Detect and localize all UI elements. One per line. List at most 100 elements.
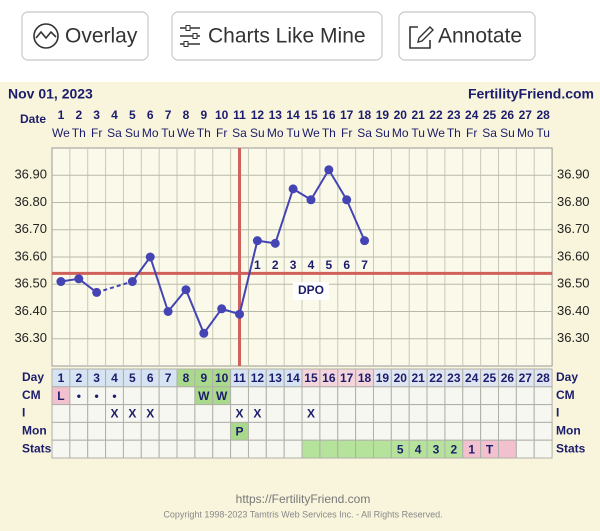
button-label[interactable]: Annotate: [438, 25, 522, 48]
table-cell: [122, 421, 142, 441]
date-number: 26: [501, 108, 515, 122]
table-cell-text: 12: [251, 371, 265, 385]
table-cell: [390, 404, 410, 423]
table-cell: [176, 421, 196, 441]
date-number: 5: [129, 108, 136, 122]
table-cell-text: 5: [397, 442, 404, 456]
slider-knob: [183, 41, 189, 47]
table-cell: [283, 421, 303, 441]
table-cell-text: 10: [215, 371, 229, 385]
table-cell: [462, 404, 482, 423]
table-cell: [122, 386, 142, 406]
table-cell: [212, 421, 232, 441]
table-cell-text: X: [111, 407, 119, 421]
table-cell-text: 1: [468, 442, 475, 456]
temperature-point: [145, 252, 155, 262]
table-cell-text: L: [57, 389, 64, 403]
weekday: We: [177, 126, 195, 140]
table-cell: [337, 386, 357, 406]
table-cell-text: •: [112, 389, 116, 403]
table-cell-text: X: [236, 407, 244, 421]
weekday: Th: [197, 126, 211, 140]
weekday: Th: [322, 126, 336, 140]
table-cell-text: X: [307, 407, 315, 421]
button-frame[interactable]: [21, 11, 149, 61]
table-cell: [319, 421, 339, 441]
table-cell: [355, 386, 374, 406]
y-tick-label: 36.60: [14, 248, 47, 263]
table-cell: [69, 421, 89, 441]
table-cell: [247, 421, 267, 441]
row-label-right: Mon: [556, 423, 581, 437]
date-number: 24: [465, 108, 479, 122]
weekday: Mo: [517, 126, 534, 140]
temperature-point: [235, 309, 245, 319]
table-cell: [355, 404, 374, 423]
table-cell-text: X: [253, 407, 261, 421]
date-number: 19: [376, 108, 390, 122]
table-cell: [230, 386, 249, 406]
overlay-button[interactable]: Overlay: [21, 11, 149, 61]
table-cell: [372, 404, 392, 423]
table-cell: [105, 421, 124, 441]
table-cell: [390, 421, 410, 441]
table-cell: [265, 421, 285, 441]
table-cell: [301, 421, 321, 441]
table-cell: [480, 404, 500, 423]
row-label: I: [22, 406, 25, 420]
button-frame[interactable]: [398, 11, 536, 61]
button-label[interactable]: Overlay: [65, 25, 138, 48]
weekday: Sa: [232, 126, 247, 140]
charts-like-mine-button[interactable]: Charts Like Mine: [171, 11, 383, 61]
table-cell: [51, 421, 71, 441]
button-label[interactable]: Charts Like Mine: [208, 25, 366, 48]
overlay-icon-wave: [35, 30, 57, 40]
gap-connector: [96, 280, 133, 294]
weekday: Th: [447, 126, 461, 140]
weekday: Mo: [392, 126, 409, 140]
temperature-point: [252, 236, 262, 246]
table-cell-text: 22: [429, 371, 443, 385]
temperature-point: [360, 236, 370, 246]
row-label-right: Stats: [556, 441, 586, 455]
annotate-button[interactable]: Annotate: [398, 11, 536, 61]
table-cell: [122, 439, 142, 459]
date-number: 25: [483, 108, 497, 122]
table-cell: [498, 386, 517, 406]
table-cell-text: 26: [501, 371, 515, 385]
table-cell: [176, 439, 196, 459]
table-cell-text: 7: [165, 371, 172, 385]
date-label: Date: [20, 112, 46, 126]
table-cell: [158, 404, 178, 423]
button-frame[interactable]: [171, 11, 383, 61]
row-label: Stats: [22, 441, 52, 455]
row-label-right: I: [556, 406, 559, 420]
dpo-number: 4: [308, 258, 315, 272]
table-cell-text: 13: [269, 371, 283, 385]
weekday: Tu: [286, 126, 300, 140]
table-cell-text: 27: [519, 371, 533, 385]
table-cell-text: 11: [233, 371, 246, 385]
table-cell: [319, 386, 339, 406]
row-label: Day: [22, 370, 44, 384]
date-number: 10: [215, 108, 229, 122]
weekday: Th: [72, 126, 86, 140]
weekday: Sa: [357, 126, 372, 140]
weekday: Tu: [411, 126, 425, 140]
table-cell: [158, 439, 178, 459]
table-cell-text: 2: [75, 371, 82, 385]
date-number: 3: [93, 108, 100, 122]
table-cell-text: 16: [322, 371, 336, 385]
temperature-point: [342, 195, 352, 205]
date-number: 2: [75, 108, 82, 122]
table-cell-text: 18: [358, 371, 372, 385]
table-cell: [372, 421, 392, 441]
table-cell: [212, 404, 232, 423]
temperature-point: [163, 307, 173, 316]
y-tick-label-right: 36.50: [557, 276, 590, 291]
date-number: 15: [304, 108, 318, 122]
table-cell: [515, 404, 535, 423]
temperature-point: [127, 277, 137, 287]
table-cell: [247, 386, 267, 406]
